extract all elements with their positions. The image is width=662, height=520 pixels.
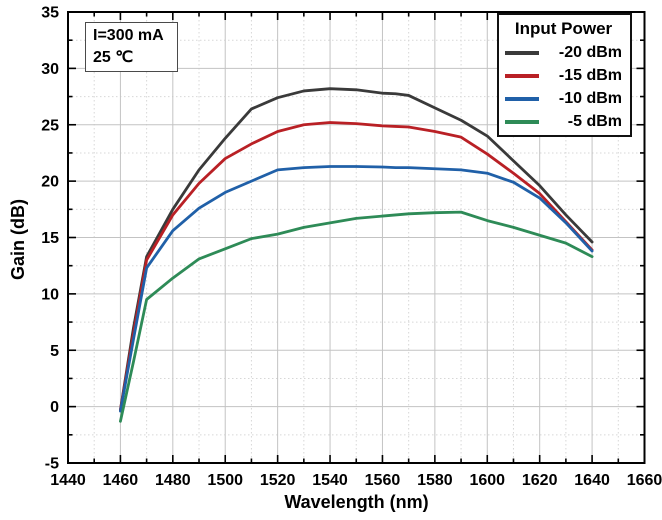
annotation-temperature: 25 ℃ — [93, 49, 134, 66]
legend-line-swatch-minus20dbm — [505, 50, 539, 55]
legend-item-minus5dbm: -5 dBm — [505, 110, 622, 133]
x-tick-label: 1460 — [103, 472, 139, 489]
x-tick-label: 1660 — [627, 472, 662, 489]
series-line-1 — [119, 87, 594, 412]
legend-line-swatch-minus5dbm — [505, 119, 539, 124]
x-tick-label: 1600 — [469, 472, 505, 489]
legend-line-swatch-minus15dbm — [505, 73, 539, 78]
y-tick-label: 35 — [41, 5, 59, 22]
legend-line-swatch-minus10dbm — [505, 96, 539, 101]
x-tick-label: 1520 — [260, 472, 296, 489]
x-tick-label: 1640 — [574, 472, 610, 489]
y-tick-label: 5 — [50, 343, 59, 360]
y-tick-label: 15 — [41, 230, 59, 247]
legend-item-minus10dbm: -10 dBm — [505, 87, 622, 110]
x-tick-label: 1560 — [365, 472, 401, 489]
series-line-2 — [119, 121, 594, 412]
y-axis-title: Gain (dB) — [8, 199, 28, 280]
legend-label-minus20dbm: -20 dBm — [558, 43, 622, 61]
y-tick-label: 30 — [41, 61, 59, 78]
x-tick-label: 1620 — [522, 472, 558, 489]
grid-major — [68, 12, 645, 463]
legend-item-minus15dbm: -15 dBm — [505, 64, 622, 87]
y-tick-label: 20 — [41, 174, 59, 191]
legend-label-minus10dbm: -10 dBm — [558, 89, 622, 107]
tick-marks — [67, 11, 646, 464]
y-tick-label: 10 — [41, 286, 59, 303]
x-axis-title: Wavelength (nm) — [284, 492, 429, 512]
annotation-current: I=300 mA — [93, 27, 164, 44]
legend-title: Input Power — [514, 19, 613, 38]
x-tick-label: 1580 — [417, 472, 453, 489]
series-line-4 — [119, 210, 594, 423]
x-tick-label: 1480 — [155, 472, 191, 489]
x-tick-label: 1440 — [50, 472, 86, 489]
series-line-3 — [119, 165, 594, 413]
annotation-box: I=300 mA 25 ℃ — [85, 22, 178, 72]
y-tick-label: -5 — [45, 456, 59, 473]
y-tick-label: 0 — [50, 399, 59, 416]
legend-label-minus5dbm: -5 dBm — [567, 112, 622, 130]
legend-item-minus20dbm: -20 dBm — [505, 41, 622, 64]
x-tick-label: 1500 — [207, 472, 243, 489]
legend: Input Power -20 dBm -15 dBm -10 dBm -5 d… — [497, 13, 632, 137]
x-tick-label: 1540 — [312, 472, 348, 489]
legend-label-minus15dbm: -15 dBm — [558, 66, 622, 84]
y-tick-label: 25 — [41, 117, 59, 134]
